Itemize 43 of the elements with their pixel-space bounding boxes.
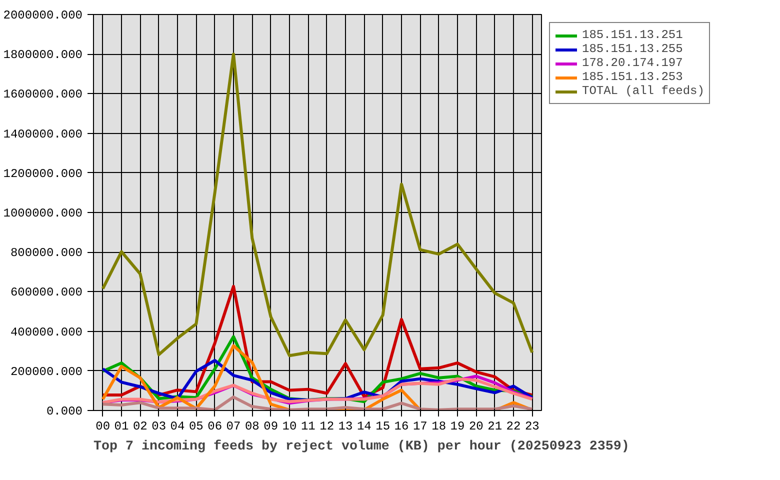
x-tick-label: 22 [506,420,521,434]
x-tick-label: 00 [96,420,110,434]
x-tick-label: 21 [488,420,502,434]
x-tick-label: 15 [376,420,390,434]
x-tick-label: 01 [114,420,129,434]
y-tick-label: 1000000.000 [3,206,83,220]
y-tick-label: 600000.000 [10,286,83,300]
y-tick-label: 0.000 [46,404,83,418]
y-tick-label: 400000.000 [10,325,83,340]
x-tick-label: 20 [468,420,484,434]
x-tick-label: 04 [170,420,185,434]
y-tick-label: 1400000.000 [3,127,83,142]
x-tick-label: 06 [208,420,222,434]
x-tick-label: 19 [450,420,465,434]
legend-label: 185.151.13.253 [582,70,683,84]
legend-label: 185.151.13.255 [582,42,683,56]
x-tick-label: 05 [188,420,204,434]
x-tick-label: 13 [338,420,353,434]
x-tick-label: 17 [412,420,428,434]
y-tick-label: 1600000.000 [3,88,83,102]
legend-label: TOTAL (all feeds) [582,84,704,98]
x-tick-label: 11 [300,420,316,434]
line-series [101,52,534,358]
x-tick-label: 14 [356,420,372,434]
x-tick-label: 03 [152,420,166,434]
y-tick-label: 2000000.000 [3,8,83,22]
y-tick-label: 800000.000 [10,246,83,260]
x-tick-label: 02 [132,420,148,434]
x-tick-label: 16 [394,420,409,434]
legend-label: 178.20.174.197 [582,56,683,70]
x-tick-label: 07 [226,420,241,434]
text: Top 7 incoming feeds by reject volume (KB) per hour (20250923 2359) [94,440,630,454]
x-tick-label: 12 [320,420,334,434]
x-tick-label: 08 [244,420,260,434]
x-tick-label: 18 [432,420,446,434]
x-tick-label: 23 [524,420,540,434]
x-tick-label: 10 [282,420,297,434]
line-series [101,396,534,410]
y-tick-label: 1200000.000 [3,166,83,181]
x-tick-label: 09 [264,420,278,434]
legend-label: 185.151.13.251 [582,28,683,42]
y-tick-label: 1800000.000 [3,48,83,62]
y-tick-label: 200000.000 [10,364,83,379]
